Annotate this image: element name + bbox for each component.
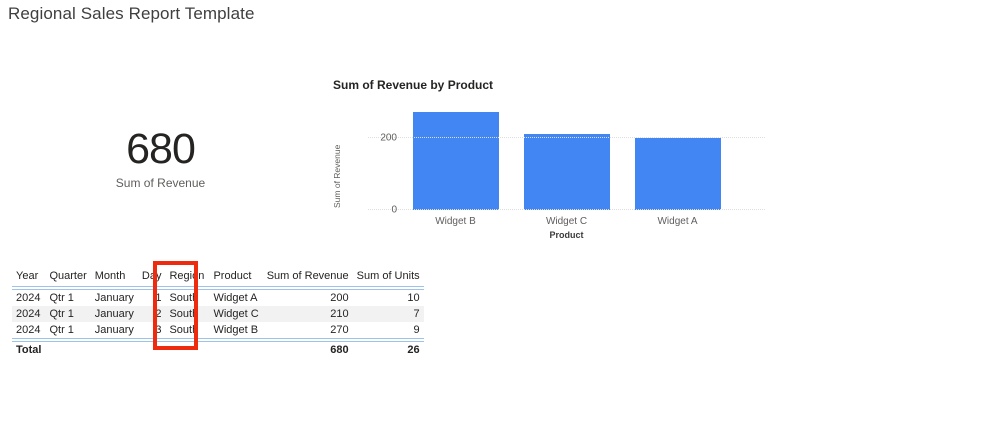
table-cell: South: [169, 308, 199, 320]
table-cell: 2024: [16, 308, 41, 320]
table-cell: Widget A: [213, 292, 258, 304]
table-cell: 1: [155, 292, 162, 304]
column-header-region[interactable]: Region: [165, 266, 210, 290]
x-tick-label: Widget C: [545, 216, 588, 227]
chart-plot: [368, 105, 765, 210]
table-cell: 7: [413, 308, 420, 320]
column-header-month[interactable]: Month: [90, 266, 138, 290]
table-cell: 10: [407, 292, 420, 304]
card-label: Sum of Revenue: [115, 176, 206, 191]
column-header-year[interactable]: Year: [12, 266, 46, 290]
table-cell: Widget C: [213, 308, 259, 320]
total-value: 26: [352, 338, 424, 358]
chart-bars: [368, 105, 765, 210]
table-cell: Qtr 1: [49, 324, 74, 336]
table-body: 2024 Qtr 1 January 1 South Widget A 200 10 2024 Q…: [12, 288, 424, 340]
total-empty-cell: [137, 338, 166, 358]
table-cell: 200: [330, 292, 349, 304]
table-cell: South: [169, 292, 199, 304]
table-row[interactable]: 2024 Qtr 1 January 2 South Widget C 210 7: [12, 306, 424, 322]
table-cell: January: [94, 324, 134, 336]
table-cell: South: [169, 324, 199, 336]
table-total-row: Total 680 26: [12, 338, 424, 358]
x-axis-title: Product: [549, 230, 584, 240]
table-row[interactable]: 2024 Qtr 1 January 1 South Widget A 200 10: [12, 288, 424, 306]
column-header-product[interactable]: Product: [209, 266, 263, 290]
column-header-sum-of-revenue[interactable]: Sum of Revenue: [262, 266, 353, 290]
column-header-quarter[interactable]: Quarter: [45, 266, 91, 290]
data-table[interactable]: Year Quarter Month Day Region Product Sum of R…: [12, 266, 424, 358]
gridline: [368, 209, 765, 210]
table-cell: 2: [155, 308, 162, 320]
table-header-row: Year Quarter Month Day Region Product Sum of R…: [12, 266, 424, 290]
chart-title: Sum of Revenue by Product: [333, 78, 494, 92]
page-title: Regional Sales Report Template: [8, 4, 255, 23]
bar-slot: [511, 105, 622, 210]
table-cell: January: [94, 308, 134, 320]
table-cell: 210: [330, 308, 349, 320]
table-cell: Widget B: [213, 324, 259, 336]
total-empty-cell: [90, 338, 138, 358]
total-empty-cell: [45, 338, 91, 358]
y-tick-label: 200: [380, 132, 397, 144]
total-value: 680: [262, 338, 353, 358]
table-cell: 9: [413, 324, 420, 336]
table-cell: Qtr 1: [49, 308, 74, 320]
table-cell: January: [94, 292, 134, 304]
total-empty-cell: [209, 338, 263, 358]
column-header-sum-of-units[interactable]: Sum of Units: [352, 266, 424, 290]
x-tick-label: Widget A: [657, 216, 698, 227]
y-tick-label: 0: [391, 204, 397, 216]
bar-slot: [400, 105, 511, 210]
table-cell: 3: [155, 324, 162, 336]
table-cell: 2024: [16, 324, 41, 336]
bar-chart[interactable]: Sum of Revenue by Product Sum of Revenue…: [330, 76, 800, 240]
bar-slot: [622, 105, 733, 210]
bar-widget-c[interactable]: [523, 133, 610, 210]
bar-widget-b[interactable]: [412, 112, 499, 210]
total-empty-cell: [165, 338, 210, 358]
chart-xlabels: Widget B Widget C Widget A: [368, 216, 765, 227]
table-row[interactable]: 2024 Qtr 1 January 3 South Widget B 270 9: [12, 322, 424, 340]
table-cell: 2024: [16, 292, 41, 304]
x-tick-label: Widget B: [435, 216, 476, 227]
revenue-card[interactable]: 680 Sum of Revenue: [88, 125, 233, 191]
total-label: Total: [12, 338, 46, 358]
y-axis-title: Sum of Revenue: [332, 144, 342, 208]
bar-widget-a[interactable]: [634, 137, 721, 210]
card-value: 680: [126, 125, 196, 173]
column-header-day[interactable]: Day: [137, 266, 166, 290]
table-cell: Qtr 1: [49, 292, 74, 304]
gridline: [368, 136, 765, 138]
table-cell: 270: [330, 324, 349, 336]
